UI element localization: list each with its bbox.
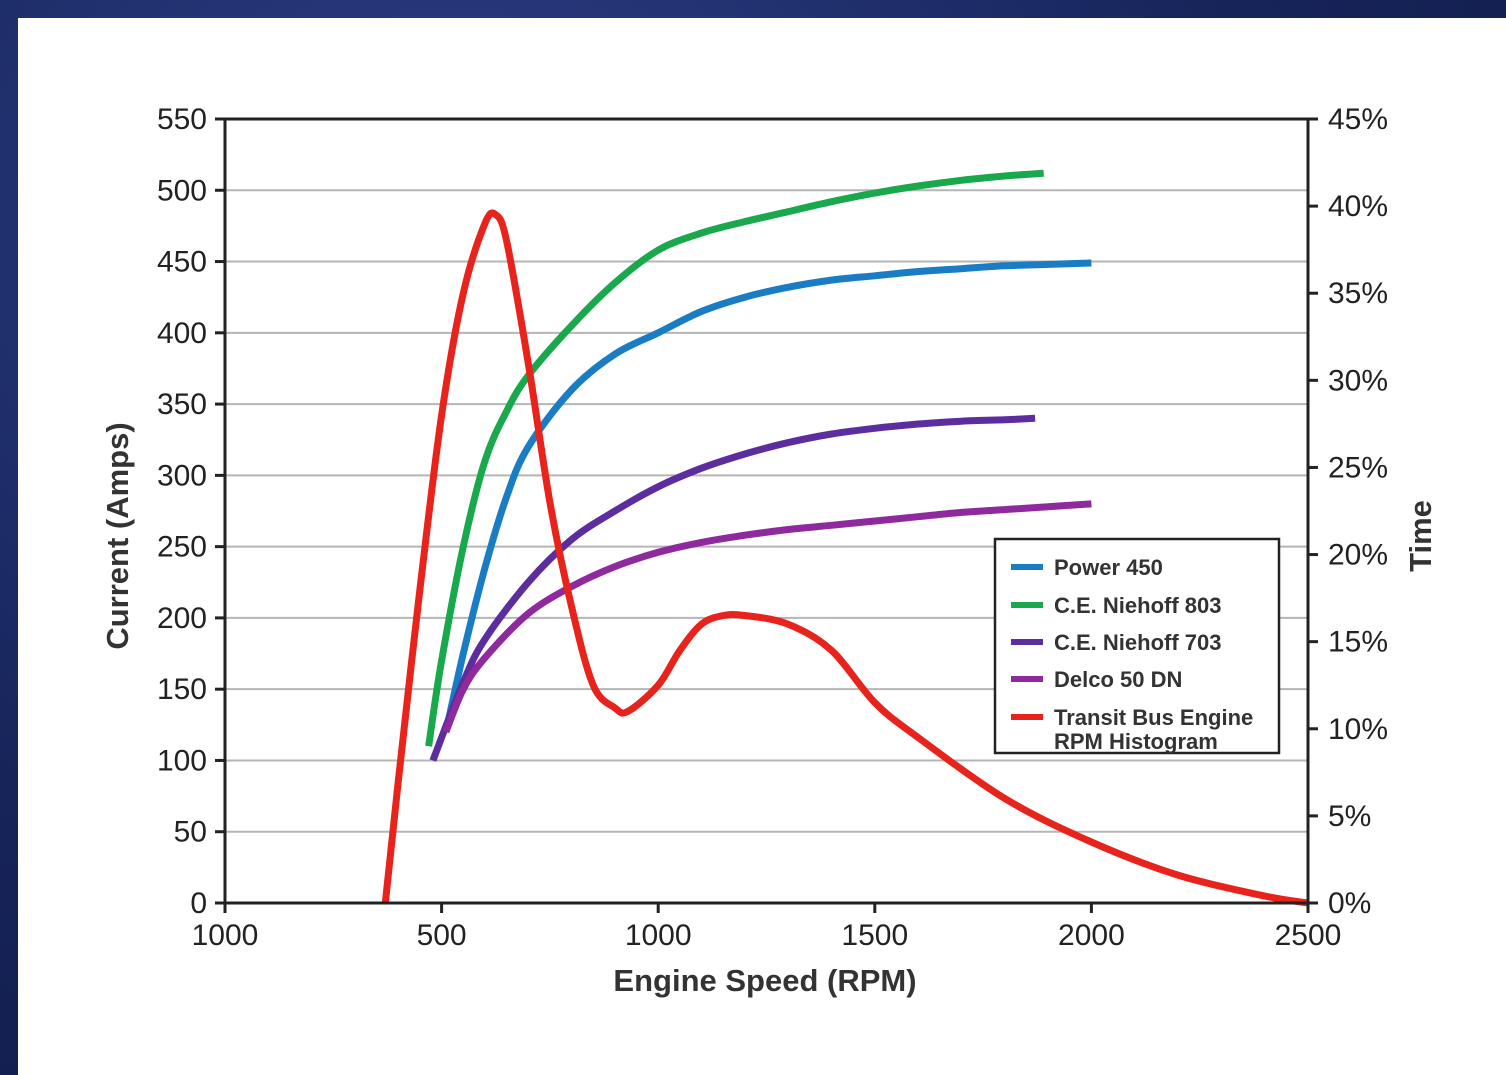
plot-border [223, 117, 1310, 905]
y2-tick-label: 45% [1328, 103, 1388, 136]
y-tick-label: 200 [157, 602, 207, 635]
y-tick-label: 300 [157, 459, 207, 492]
series-line-power-450 [442, 259, 1092, 733]
x-tick-label: 500 [417, 919, 467, 952]
legend-label: Transit Bus Engine RPM Histogram [1054, 705, 1253, 754]
y2-tick-label: 30% [1328, 364, 1388, 397]
y-tick-label: 550 [157, 103, 207, 136]
y-tick-label: 150 [157, 673, 207, 706]
legend-label: Delco 50 DN [1054, 667, 1182, 692]
y-axis-title: Current (Amps) [100, 422, 135, 649]
line-chart: 0 50 100 150 200 250 300 350 400 450 500 550 0% 5% 10… [100, 103, 1438, 998]
series-line-c-e-niehoff-803 [425, 169, 1044, 747]
y-tick-label: 450 [157, 246, 207, 279]
legend: Power 450 C.E. Niehoff 803 C.E. Niehoff 70… [993, 537, 1281, 755]
chart-panel: 0 50 100 150 200 250 300 350 400 450 500 550 0% 5% 10… [18, 18, 1506, 1075]
series-line-c-e-niehoff-703 [429, 414, 1036, 762]
y-axis-ticks: 0 50 100 150 200 250 300 350 400 450 500 550 [157, 103, 225, 920]
y-tick-label: 500 [157, 174, 207, 207]
y2-tick-label: 0% [1328, 887, 1371, 920]
y2-axis-ticks: 0% 5% 10% 15% 20% 25% 30% 35% 40% 45% [1308, 103, 1388, 920]
y2-axis-title: Time [1403, 500, 1438, 572]
y-tick-label: 0 [190, 887, 207, 920]
x-tick-label: 1000 [192, 919, 259, 952]
x-tick-label: 2000 [1058, 919, 1125, 952]
y-tick-label: 50 [174, 816, 207, 849]
x-axis-ticks: 1000 500 1000 1500 2000 2500 [192, 903, 1342, 952]
y2-tick-label: 5% [1328, 800, 1371, 833]
y2-tick-label: 40% [1328, 190, 1388, 223]
y-tick-label: 250 [157, 531, 207, 564]
series-line-transit-bus-engine-rpm-histogram [381, 209, 1309, 907]
y-tick-label: 400 [157, 317, 207, 350]
legend-label: C.E. Niehoff 703 [1054, 630, 1221, 655]
x-tick-label: 1000 [625, 919, 692, 952]
y2-tick-label: 10% [1328, 713, 1388, 746]
y2-tick-label: 35% [1328, 277, 1388, 310]
legend-label: Power 450 [1054, 555, 1163, 580]
y-tick-label: 100 [157, 744, 207, 777]
y2-tick-label: 20% [1328, 539, 1388, 572]
x-tick-label: 2500 [1275, 919, 1342, 952]
series-line-delco-50-dn [442, 500, 1092, 734]
y2-tick-label: 25% [1328, 451, 1388, 484]
legend-label: C.E. Niehoff 803 [1054, 593, 1221, 618]
x-tick-label: 1500 [841, 919, 908, 952]
x-axis-title: Engine Speed (RPM) [613, 963, 916, 998]
plot-frame [223, 117, 1310, 905]
y2-tick-label: 15% [1328, 626, 1388, 659]
series-lines [381, 169, 1309, 907]
y-tick-label: 350 [157, 388, 207, 421]
